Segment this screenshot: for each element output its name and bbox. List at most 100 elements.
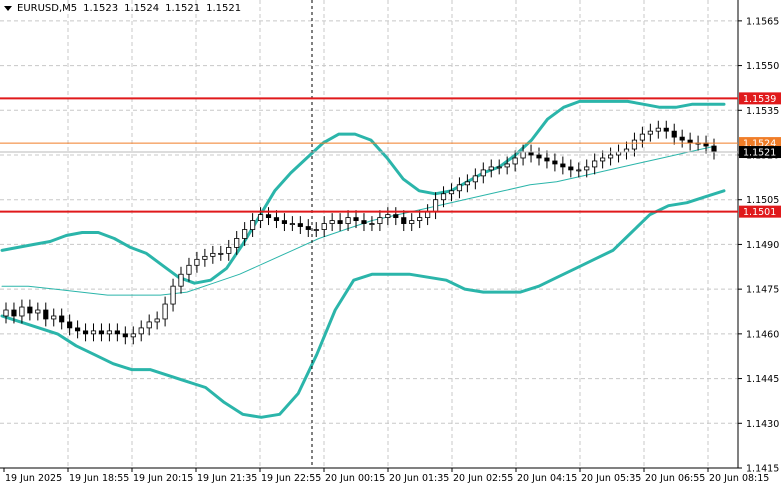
candle-body [27,306,33,314]
candle-body [639,133,645,141]
symbol-label: EURUSD,M5 [17,3,78,14]
x-tick-label: 19 Jun 2025 [5,473,62,484]
bollinger-upper-band [0,99,726,285]
dropdown-triangle-icon[interactable] [4,6,12,11]
candle-body [154,318,160,323]
candle-body [520,151,526,159]
candle-body [250,220,256,230]
candle-body [369,223,375,225]
candle-body [106,330,113,335]
candle-body [464,181,470,186]
candle-body [138,327,144,335]
candle-body [544,157,550,162]
candle-body [472,175,478,183]
candle-body [536,154,542,159]
candle-body [273,217,280,221]
candle-body [281,220,288,224]
candle-body [3,309,9,317]
candle-body [504,163,510,168]
candle-body [385,214,391,219]
candle-body [409,220,415,224]
candle-body [584,166,590,171]
support-level-label: 1.1501 [743,207,776,218]
candle-body [226,247,232,254]
candle-body [353,217,359,221]
candle-body [607,154,614,159]
x-tick-label: 20 Jun 06:55 [645,473,705,484]
candle-body [432,199,439,213]
candle-body [19,306,25,317]
x-tick-label: 19 Jun 22:55 [261,473,321,484]
candle-body [448,190,455,195]
candle-body [130,333,136,338]
close-value: 1.1521 [206,3,242,14]
y-tick-label: 1.1460 [746,329,779,340]
y-tick-label: 1.1430 [746,419,779,430]
candle-body [186,264,192,275]
candle-body [313,229,319,231]
x-tick-label: 19 Jun 20:15 [133,473,193,484]
candle-body [146,321,152,329]
candle-body [170,285,176,305]
candle-body [568,166,574,171]
x-tick-label: 19 Jun 18:55 [69,473,129,484]
x-tick-label: 20 Jun 05:35 [581,473,641,484]
x-tick-label: 19 Jun 21:35 [197,473,257,484]
candle-body [321,223,327,230]
candle-body [35,309,41,314]
candle-body [440,193,447,201]
y-tick-label: 1.1505 [746,195,779,206]
candle-body [265,214,272,219]
candle-body [345,217,351,224]
candle-body [178,273,184,287]
x-tick-label: 20 Jun 01:35 [389,473,449,484]
candle-body [393,214,399,219]
candle-body [98,330,105,335]
candle-body [218,252,224,255]
x-tick-label: 20 Jun 04:15 [517,473,577,484]
candle-body [456,184,463,192]
candle-body [377,217,383,224]
y-tick-label: 1.1490 [746,240,779,251]
candle-body [647,130,653,135]
candle-body [576,169,582,172]
candle-body [337,220,343,224]
x-tick-label: 20 Jun 08:15 [709,473,769,484]
candle-body [289,223,295,225]
candle-body [417,217,423,221]
moving-average-line [1,145,716,296]
candle-body [592,160,598,168]
candle-body [234,238,240,248]
resistance-level-tag [739,92,781,105]
candle-body [305,226,311,230]
last-price-label: 1.1521 [743,148,776,159]
y-tick-label: 1.1550 [746,61,779,72]
candle-body [242,229,248,239]
candle-body [679,136,685,141]
candle-body [329,220,335,224]
x-tick-label: 20 Jun 00:15 [325,473,385,484]
candle-body [90,330,97,335]
candle-body [401,217,407,224]
candle-body [496,166,502,169]
candle-body [210,252,216,257]
candle-body [43,309,49,320]
candle-body [162,303,168,320]
candle-body [194,258,200,266]
candle-body [361,220,367,224]
y-tick-label: 1.1535 [746,106,779,117]
bid-price-label: 1.1524 [743,139,776,150]
candle-body [488,166,494,171]
y-tick-label: 1.1445 [746,374,779,385]
plot-area[interactable] [0,0,738,468]
candle-body [11,309,17,317]
candle-body [663,127,669,132]
low-value: 1.1521 [165,3,201,14]
candle-body [711,145,717,153]
y-tick-label: 1.1415 [746,464,779,475]
candle-body [75,327,81,332]
candle-body [655,127,661,132]
candle-body [631,139,638,150]
